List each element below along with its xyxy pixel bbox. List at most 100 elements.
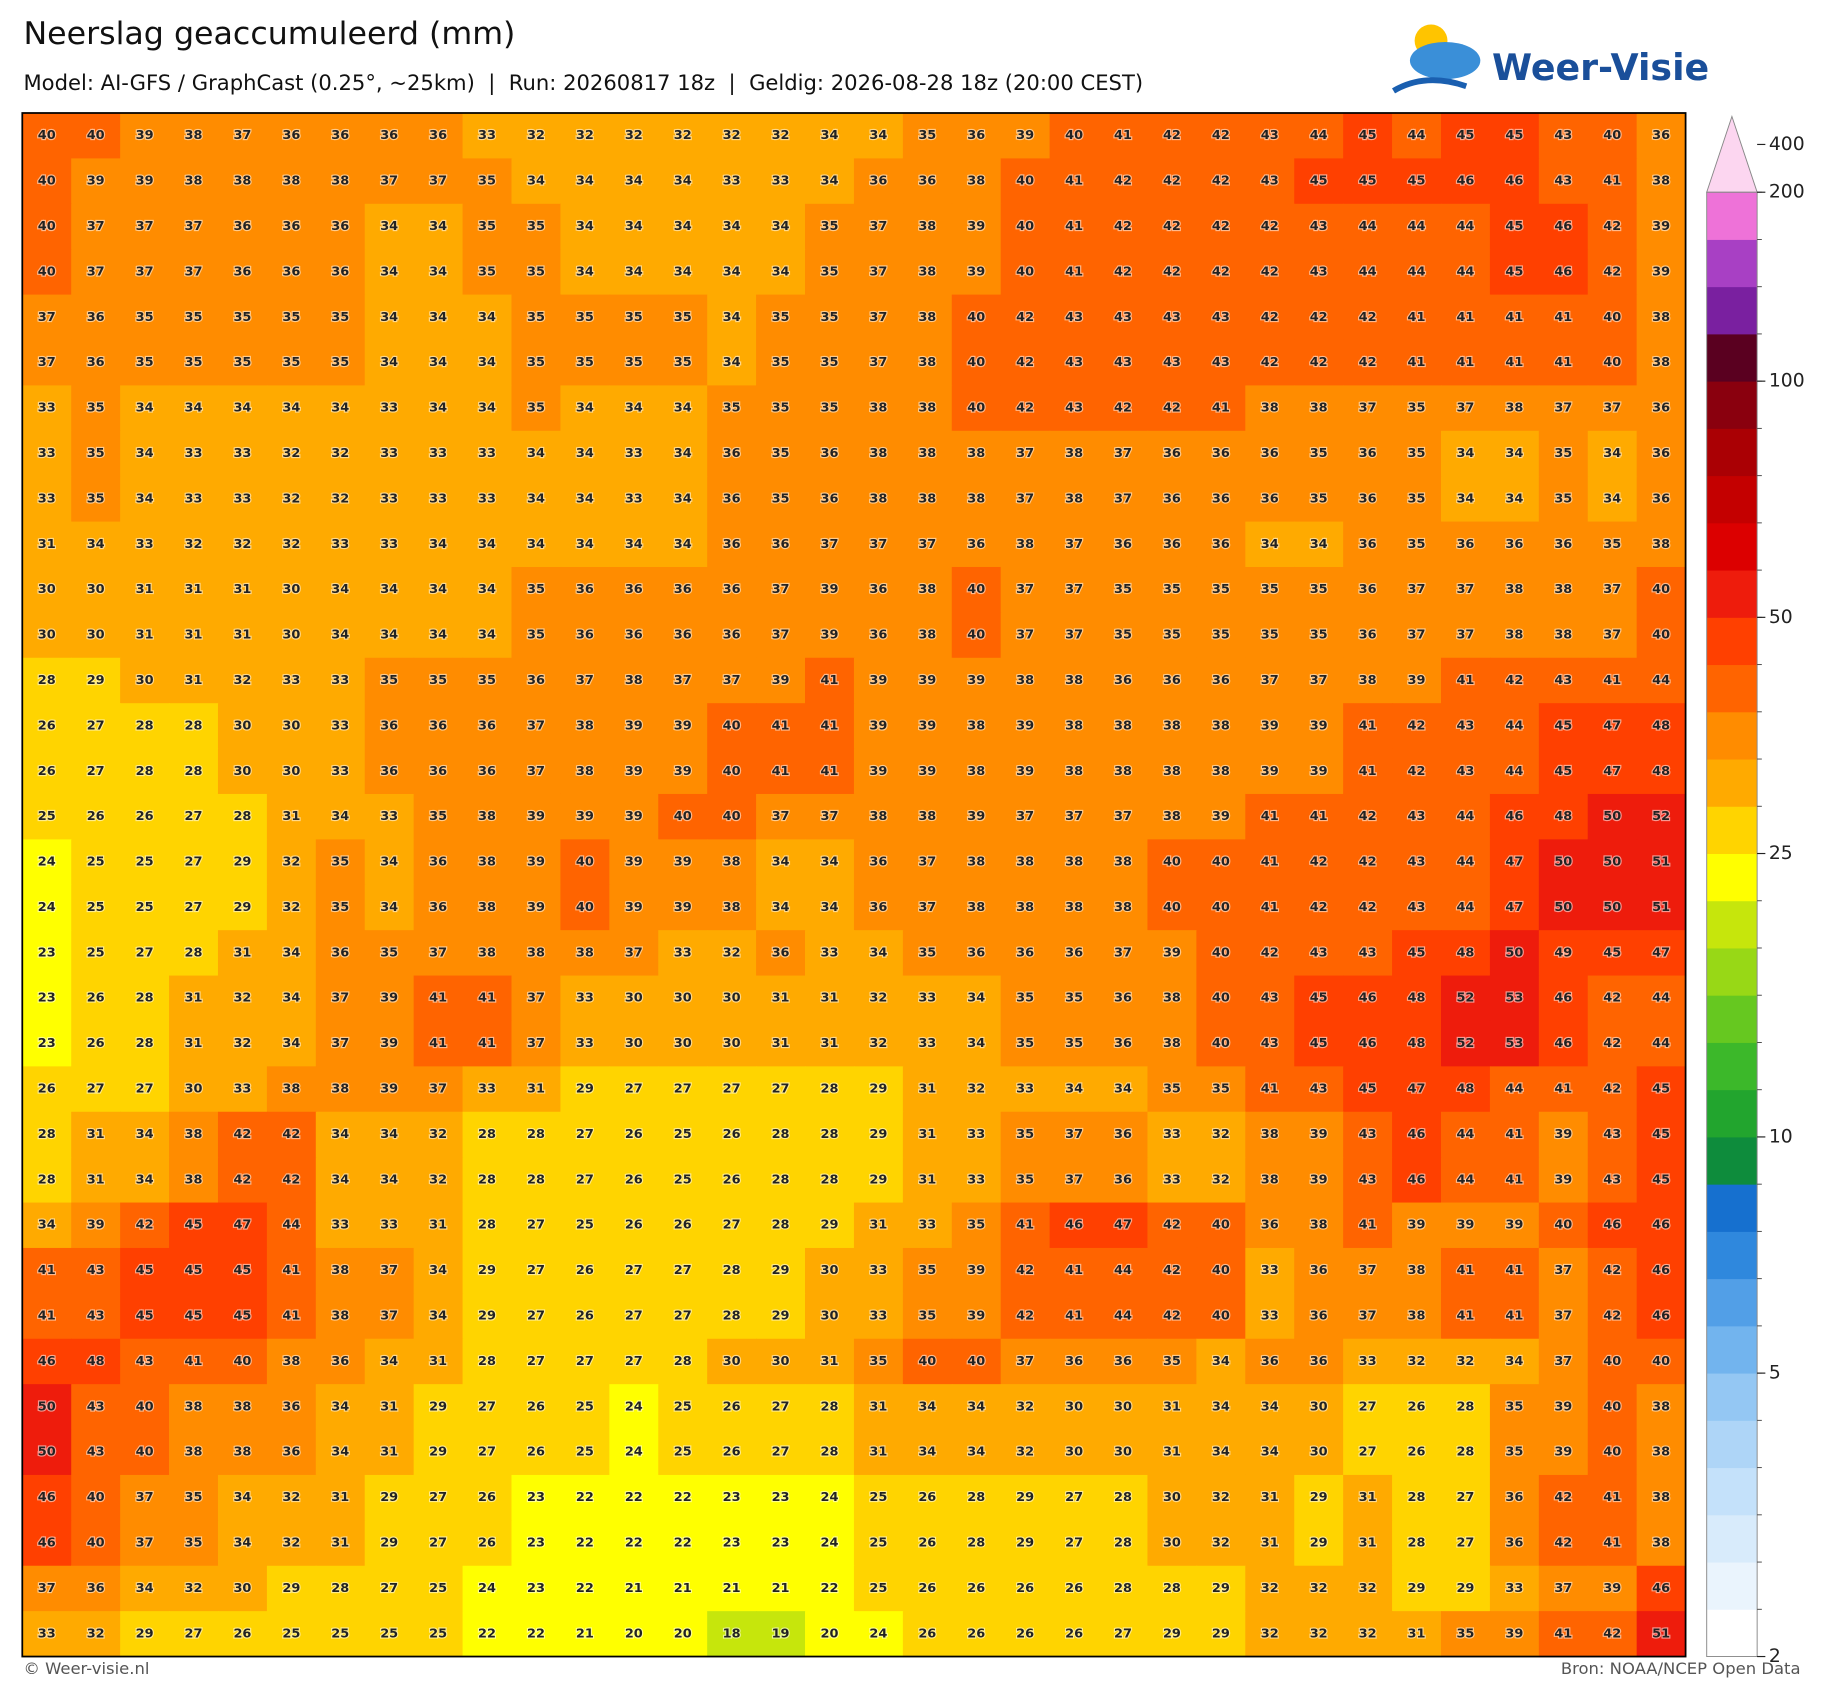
- precip-cell: [658, 1429, 708, 1476]
- precip-value: 34: [331, 1172, 349, 1187]
- precip-value: 23: [527, 1490, 545, 1505]
- precip-value: 41: [1408, 310, 1426, 325]
- precip-cell: [609, 884, 659, 931]
- precip-value: 31: [87, 1127, 105, 1142]
- colorbar-band: [1706, 381, 1758, 429]
- precip-cell: [1294, 158, 1344, 205]
- precip-cell: [511, 1565, 562, 1612]
- precip-value: 44: [1456, 809, 1474, 824]
- precip-value: 28: [136, 718, 154, 733]
- precip-value: 36: [967, 945, 985, 960]
- precip-value: 45: [185, 1218, 203, 1233]
- precip-cell: [266, 1384, 317, 1431]
- precip-cell: [658, 339, 708, 387]
- precip-cell: [1538, 385, 1589, 432]
- precip-value: 39: [576, 809, 594, 824]
- precip-value: 42: [1261, 264, 1279, 279]
- precip-cell: [169, 1202, 219, 1249]
- precip-cell: [560, 203, 611, 250]
- precip-value: 33: [38, 1626, 56, 1641]
- precip-cell: [511, 249, 562, 296]
- precip-cell: [1000, 203, 1051, 250]
- precip-cell: [120, 930, 170, 977]
- precip-value: 44: [1310, 128, 1328, 143]
- precip-value: 36: [282, 128, 300, 143]
- precip-cell: [756, 112, 806, 160]
- precip-value: 35: [87, 491, 105, 506]
- precip-cell: [462, 884, 513, 931]
- precip-cell: [217, 703, 268, 750]
- precip-value: 42: [1163, 174, 1181, 189]
- precip-value: 35: [478, 264, 496, 279]
- precip-value: 50: [1603, 855, 1621, 870]
- precip-cell: [707, 1338, 757, 1385]
- precip-value: 31: [772, 1036, 790, 1051]
- precip-cell: [707, 566, 757, 614]
- precip-cell: [413, 1293, 464, 1340]
- precip-value: 34: [674, 491, 692, 506]
- precip-cell: [805, 1474, 855, 1522]
- precip-cell: [1636, 657, 1687, 704]
- precip-value: 28: [967, 1490, 985, 1505]
- colorbar-band: [1706, 1609, 1758, 1658]
- precip-value: 35: [527, 401, 545, 416]
- precip-cell: [1049, 430, 1100, 477]
- precip-value: 35: [136, 355, 154, 370]
- precip-value: 34: [380, 219, 398, 234]
- precip-value: 38: [1163, 991, 1181, 1006]
- precip-cell: [169, 294, 219, 341]
- precip-cell: [951, 112, 1002, 160]
- precip-value: 42: [1359, 809, 1377, 824]
- precip-cell: [609, 1247, 659, 1295]
- precip-value: 32: [282, 446, 300, 461]
- precip-value: 37: [674, 673, 692, 688]
- precip-value: 42: [1408, 764, 1426, 779]
- precip-cell: [413, 657, 464, 704]
- precip-cell: [853, 203, 904, 250]
- precip-value: 44: [1408, 128, 1426, 143]
- precip-value: 40: [1212, 855, 1230, 870]
- precip-cell: [1000, 566, 1051, 614]
- precip-value: 30: [821, 1263, 839, 1278]
- precip-cell: [413, 385, 464, 432]
- precip-value: 42: [1114, 219, 1132, 234]
- precip-cell: [120, 1474, 170, 1522]
- precip-cell: [1294, 1520, 1344, 1567]
- precip-value: 38: [233, 174, 251, 189]
- precip-value: 36: [1261, 1218, 1279, 1233]
- precip-value: 35: [1505, 1399, 1523, 1414]
- precip-cell: [120, 1565, 170, 1612]
- precip-cell: [120, 1338, 170, 1385]
- precip-cell: [1587, 1474, 1638, 1522]
- precip-cell: [609, 1520, 659, 1567]
- precip-cell: [707, 430, 757, 477]
- precip-cell: [364, 1474, 415, 1522]
- precip-cell: [609, 339, 659, 387]
- precip-cell: [71, 385, 121, 432]
- precip-value: 39: [625, 855, 643, 870]
- precip-cell: [462, 1429, 513, 1476]
- precip-value: 26: [723, 1172, 741, 1187]
- precip-cell: [1245, 793, 1295, 841]
- precip-value: 36: [869, 900, 887, 915]
- precip-cell: [71, 884, 121, 931]
- precip-cell: [1343, 566, 1393, 614]
- precip-cell: [120, 294, 170, 341]
- precip-cell: [1049, 1247, 1100, 1295]
- precip-value: 33: [1261, 1263, 1279, 1278]
- precip-value: 42: [1261, 945, 1279, 960]
- precip-cell: [511, 203, 562, 250]
- precip-cell: [902, 1111, 953, 1158]
- precip-cell: [266, 839, 317, 886]
- precip-value: 46: [1359, 1036, 1377, 1051]
- precip-value: 36: [967, 537, 985, 552]
- precip-value: 38: [1505, 582, 1523, 597]
- precip-value: 29: [87, 673, 105, 688]
- precip-cell: [805, 158, 855, 205]
- precip-cell: [266, 1293, 317, 1340]
- precip-value: 36: [1212, 537, 1230, 552]
- precip-cell: [1196, 748, 1247, 795]
- precip-value: 38: [1261, 401, 1279, 416]
- precip-cell: [1587, 703, 1638, 750]
- precip-value: 30: [282, 582, 300, 597]
